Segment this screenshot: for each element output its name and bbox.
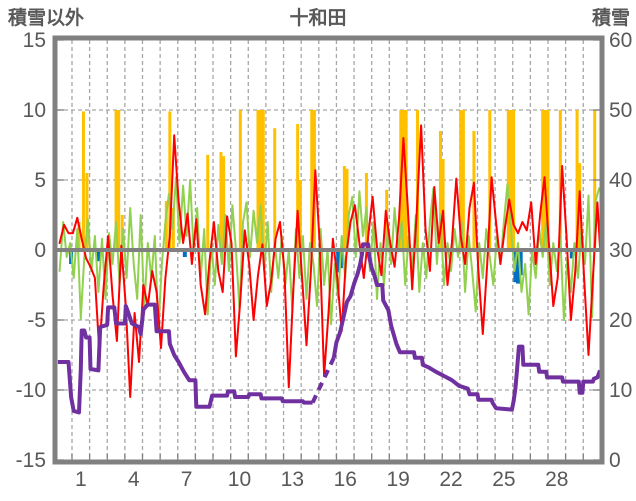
red-line [58, 124, 600, 398]
right-axis-label: 0 [609, 449, 621, 472]
left-axis-title: 積雪以外 [8, 6, 84, 29]
x-axis-label: 28 [545, 468, 568, 491]
orange-bars-bar [222, 156, 226, 250]
blue-bars-bar [569, 250, 574, 259]
orange-bars-bar [401, 110, 405, 250]
orange-bars-bar [81, 111, 85, 251]
right-axis-label: 50 [609, 99, 632, 122]
purple-line-solid [57, 302, 313, 415]
purple-line [57, 242, 600, 415]
orange-bars-bar [164, 201, 168, 250]
x-axis-label: 16 [334, 468, 357, 491]
chart-title: 十和田 [289, 6, 346, 29]
orange-bars-bar [77, 222, 81, 250]
blue-bars-bar [336, 250, 341, 273]
plot-border-rect [52, 35, 605, 465]
orange-bars-bar [461, 110, 465, 250]
orange-bars-bar [114, 110, 118, 250]
x-axis-label: 13 [281, 468, 304, 491]
orange-bars-bar [342, 166, 346, 250]
x-axis-label: 19 [386, 468, 409, 491]
orange-bars-bar [506, 110, 510, 250]
x-axis-label: 10 [228, 468, 251, 491]
orange-bars-bar [168, 111, 172, 251]
red-line-path [58, 124, 600, 398]
orange-bars-bar [488, 110, 492, 250]
x-axis-label: 7 [181, 468, 193, 491]
orange-bars-bar [117, 110, 121, 250]
left-axis-label: -15 [16, 449, 46, 472]
right-axis-label: 20 [609, 309, 632, 332]
orange-bars-bar [273, 128, 277, 250]
x-axis-label: 25 [492, 468, 515, 491]
right-axis-title: 積雪 [592, 6, 630, 29]
orange-bars-bar [441, 159, 445, 250]
orange-bars-bar [438, 131, 442, 250]
left-axis-label: 5 [34, 169, 46, 192]
orange-bars-bar [310, 110, 314, 250]
right-axis-label: 40 [609, 169, 632, 192]
orange-bars-bar [296, 124, 300, 250]
left-axis-label: 0 [34, 239, 46, 262]
blue-bars-bar [518, 250, 523, 276]
orange-bars-bar [259, 110, 263, 250]
orange-bars-bar [85, 173, 89, 250]
left-axis-label: -5 [27, 309, 46, 332]
right-axis-label: 30 [609, 239, 632, 262]
orange-bars-bar [261, 110, 265, 250]
x-axis-label: 4 [128, 468, 140, 491]
x-axis-label: 1 [75, 468, 87, 491]
orange-bars-bar [256, 110, 260, 250]
orange-bars-bar [546, 110, 550, 250]
blue-bars-bar [516, 250, 521, 284]
blue-bars-bar [96, 250, 101, 262]
purple-line-dashed-gap [310, 356, 336, 404]
orange-bars-bar [509, 110, 513, 250]
left-axis-label: 10 [23, 99, 46, 122]
data-series [57, 110, 600, 415]
orange-bars-bar [575, 110, 579, 250]
orange-bars-bar [512, 110, 516, 250]
right-axis-label: 60 [609, 29, 632, 52]
orange-bars-bar [238, 110, 242, 250]
orange-bars-bar [298, 180, 302, 250]
left-axis-label: 15 [23, 29, 46, 52]
left-axis-label: -10 [16, 379, 46, 402]
orange-bars-bar [206, 154, 210, 250]
plot-border [52, 35, 605, 465]
x-axis-label: 22 [439, 468, 462, 491]
purple-line-solid [331, 242, 600, 412]
axis-ticks [57, 39, 600, 461]
orange-bars-bar [345, 168, 349, 250]
orange-bars-bar [219, 152, 223, 250]
orange-bars-bar [459, 110, 463, 250]
blue-bars-bar [182, 250, 187, 257]
right-axis-label: 10 [609, 379, 632, 402]
orange-bars-bar [558, 110, 562, 250]
orange-bars-bar [541, 110, 545, 250]
